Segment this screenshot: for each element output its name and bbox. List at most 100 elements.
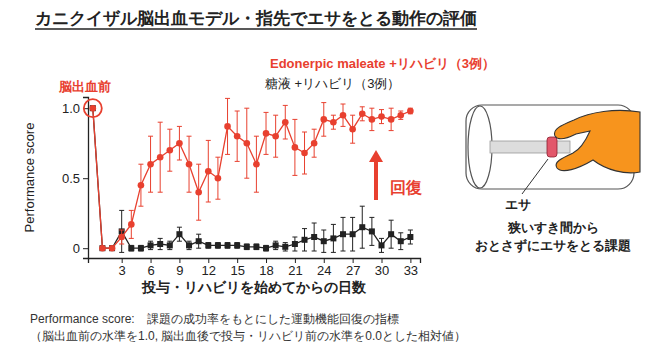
error-bar-part xyxy=(121,210,122,252)
error-bar-part xyxy=(369,245,374,246)
data-point xyxy=(224,123,231,130)
error-bar-part xyxy=(331,129,336,130)
x-tick: 9 xyxy=(176,258,183,278)
error-bar-part xyxy=(283,139,288,140)
x-tick-label: 15 xyxy=(230,263,244,278)
data-point xyxy=(359,224,365,230)
data-point xyxy=(243,140,250,147)
error-bar-part xyxy=(408,244,413,245)
error-bar xyxy=(206,140,211,202)
data-point xyxy=(349,126,356,133)
y-tick-label: 0.5 xyxy=(62,171,80,186)
x-tick: 3 xyxy=(119,258,126,278)
y-tick-label: 0 xyxy=(73,241,80,256)
error-bar xyxy=(283,105,288,139)
data-point xyxy=(379,242,385,248)
error-bar-part xyxy=(158,249,163,250)
error-bar xyxy=(225,243,230,249)
title: カニクイザル脳出血モデル・指先でエサをとる動作の評価 xyxy=(35,9,477,28)
data-point xyxy=(282,244,288,250)
error-bar-part xyxy=(167,171,172,172)
y-tick-mark xyxy=(83,248,88,249)
data-point xyxy=(109,245,116,252)
error-bar-part xyxy=(244,108,249,109)
data-point xyxy=(282,119,289,126)
x-tick-label: 33 xyxy=(404,263,418,278)
error-bar xyxy=(254,136,259,192)
food xyxy=(547,137,557,157)
x-tick: 30 xyxy=(375,258,389,278)
data-point xyxy=(330,119,337,126)
error-bar-part xyxy=(379,252,384,253)
error-bar-part xyxy=(350,217,355,218)
x-tick-label: 9 xyxy=(176,263,183,278)
x-tick: 33 xyxy=(404,258,418,278)
data-point xyxy=(253,244,259,250)
y-tick: 0 xyxy=(73,241,88,256)
error-bar-part xyxy=(292,175,297,176)
series xyxy=(90,105,414,252)
error-bar-part xyxy=(360,206,365,207)
x-tick-label: 12 xyxy=(202,263,216,278)
error-bar-part xyxy=(148,241,153,242)
x-tick-label: 3 xyxy=(119,263,126,278)
error-bar-part xyxy=(148,249,153,250)
error-bar xyxy=(360,107,365,121)
data-point xyxy=(166,147,173,154)
x-tick: 21 xyxy=(288,258,302,278)
error-bar-part xyxy=(360,248,365,249)
data-point xyxy=(176,231,182,237)
data-point xyxy=(350,231,356,237)
annotation-arrowhead xyxy=(369,150,383,162)
error-bar-part xyxy=(119,252,124,253)
error-bar xyxy=(254,244,259,250)
error-bar-part xyxy=(273,157,278,158)
error-bar xyxy=(312,129,317,157)
y-axis: 00.51.0 xyxy=(62,98,89,259)
x-axis: 3691215182124273033 xyxy=(89,258,421,278)
data-point xyxy=(253,161,260,168)
error-bar-part xyxy=(302,132,307,133)
error-bar-part xyxy=(273,115,278,116)
plot-area xyxy=(90,98,414,252)
error-bar xyxy=(302,229,307,251)
error-bar-part xyxy=(369,217,374,218)
data-point xyxy=(320,116,327,123)
error-bar-part xyxy=(177,241,182,242)
error-bar-part xyxy=(215,199,220,200)
error-bar-part xyxy=(302,228,307,229)
x-tick-label: 21 xyxy=(288,263,302,278)
error-bar-part xyxy=(273,241,278,242)
data-point xyxy=(369,228,375,234)
data-point xyxy=(205,168,212,175)
error-bar xyxy=(350,217,355,251)
error-bar-part xyxy=(321,252,326,253)
data-point xyxy=(138,182,145,189)
data-point xyxy=(148,242,154,248)
error-bar-part xyxy=(177,126,182,127)
error-bar-part xyxy=(254,192,259,193)
error-bar xyxy=(283,243,288,251)
data-point xyxy=(292,144,299,151)
error-bar-part xyxy=(138,164,143,165)
series-line xyxy=(93,108,411,248)
annotation-circle xyxy=(84,99,102,117)
task-diagram: エサ狭いすき間からおとさずにエサをとる課題 xyxy=(466,105,640,253)
data-point xyxy=(273,242,279,248)
x-tick-label: 30 xyxy=(375,263,389,278)
data-point xyxy=(138,245,144,251)
data-point xyxy=(330,235,336,241)
error-bar xyxy=(369,108,374,130)
error-bar xyxy=(264,245,269,251)
footnote: Performance score: 課題の成功率をもとにした運動機能回復の指標 xyxy=(30,312,399,326)
annotation-arrow xyxy=(374,160,378,200)
error-bar-part xyxy=(235,111,240,112)
y-tick-mark xyxy=(83,178,88,179)
error-bar-part xyxy=(206,140,211,141)
error-bar xyxy=(177,126,182,160)
error-bar-part xyxy=(158,122,163,123)
data-point xyxy=(397,112,404,119)
title-underline xyxy=(35,28,477,29)
data-point xyxy=(128,245,134,251)
diagram-label: エサ xyxy=(505,197,531,212)
